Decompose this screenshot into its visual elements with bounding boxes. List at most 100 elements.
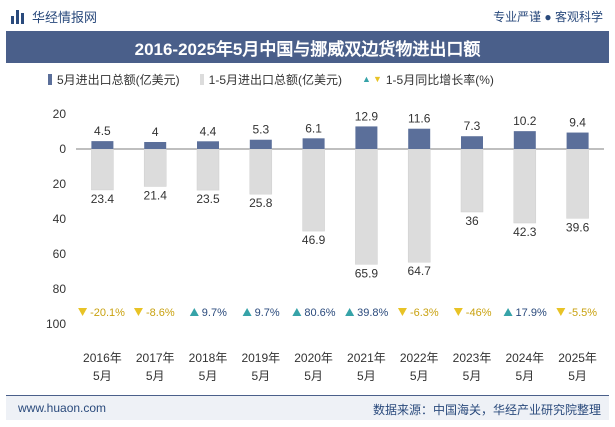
y-tick-label: 0: [59, 142, 66, 156]
growth-down-marker: [397, 308, 407, 316]
growth-up-marker: [242, 308, 252, 316]
cumulative-bar: [196, 148, 220, 191]
top-bar: 华经情报网 专业严谨 ● 客观科学: [0, 0, 615, 30]
growth-value-label: -8.6%: [146, 307, 175, 319]
monthly-bar: [91, 141, 114, 149]
monthly-bar: [566, 132, 589, 149]
monthly-bar: [249, 139, 272, 149]
monthly-value-label: 9.4: [569, 116, 586, 130]
growth-up-marker: [503, 308, 513, 316]
x-tick-label-year: 2019年: [241, 351, 280, 365]
legend-label-monthly: 5月进出口总额(亿美元): [57, 73, 180, 87]
cumulative-value-label: 25.8: [249, 196, 273, 210]
legend-swatch-monthly: [48, 74, 52, 85]
x-tick-label-month: 5月: [304, 369, 323, 383]
cumulative-bar: [302, 148, 325, 232]
growth-down-marker: [133, 308, 143, 316]
monthly-bar: [144, 142, 167, 149]
x-tick-label-month: 5月: [357, 369, 376, 383]
growth-down-marker: [556, 308, 566, 316]
x-tick-label-month: 5月: [515, 369, 534, 383]
cumulative-bar: [355, 148, 378, 265]
x-tick-label-month: 5月: [199, 369, 218, 383]
footer: [6, 396, 609, 420]
monthly-value-label: 10.2: [513, 114, 537, 128]
growth-up-marker: [292, 308, 302, 316]
brand[interactable]: 华经情报网: [11, 7, 97, 26]
cumulative-bar: [249, 148, 273, 195]
x-tick-label-year: 2017年: [136, 351, 175, 365]
cumulative-value-label: 23.4: [91, 192, 115, 206]
x-tick-label-year: 2020年: [294, 351, 333, 365]
growth-value-label: 9.7%: [255, 307, 280, 319]
monthly-value-label: 12.9: [355, 109, 379, 123]
monthly-bar: [513, 131, 536, 149]
legend-swatch-cumulative: [199, 74, 204, 85]
growth-value-label: 80.6%: [304, 307, 335, 319]
chart-title-bar: 2016-2025年5月中国与挪威双边货物进出口额: [6, 31, 609, 63]
growth-value-label: -6.3%: [410, 307, 439, 319]
x-tick-label-month: 5月: [93, 369, 112, 383]
x-tick-label-year: 2018年: [189, 351, 228, 365]
cumulative-value-label: 21.4: [144, 188, 168, 202]
monthly-value-label: 5.3: [252, 123, 269, 137]
x-tick-label-year: 2023年: [453, 351, 492, 365]
monthly-bar: [461, 136, 483, 149]
y-tick-label: 20: [53, 177, 67, 191]
x-tick-label-month: 5月: [410, 369, 429, 383]
cumulative-bar: [513, 148, 537, 224]
growth-down-marker: [453, 308, 463, 316]
x-tick-label-month: 5月: [568, 369, 587, 383]
chart-legend: 5月进出口总额(亿美元) 1-5月进出口总额(亿美元) ▲ ▼ 1-5月同比增长…: [48, 71, 514, 88]
monthly-value-label: 4.5: [94, 124, 111, 138]
legend-label-growth: 1-5月同比增长率(%): [385, 73, 494, 87]
x-tick-label-year: 2016年: [83, 351, 122, 365]
x-tick-label-year: 2021年: [347, 351, 386, 365]
growth-up-marker: [189, 308, 199, 316]
triangle-up-icon: ▲: [362, 74, 371, 84]
legend-item-monthly: 5月进出口总额(亿美元): [48, 71, 180, 88]
cumulative-value-label: 23.5: [196, 192, 220, 206]
monthly-bar: [197, 141, 219, 149]
x-tick-label-month: 5月: [463, 369, 482, 383]
cumulative-bar: [91, 148, 114, 191]
y-tick-label: 60: [53, 247, 67, 261]
x-tick-label-year: 2025年: [558, 351, 597, 365]
monthly-bar: [408, 128, 431, 149]
monthly-value-label: 4.4: [200, 124, 217, 138]
bar-chart: 20 0 20 40 60 80 100 23.4 4.5 -20.1% 2016年 5月 21.4 4 -…: [46, 107, 604, 383]
x-tick-label-year: 2022年: [400, 351, 439, 365]
x-tick-label-year: 2024年: [505, 351, 544, 365]
cumulative-value-label: 36: [465, 214, 479, 228]
cumulative-value-label: 46.9: [302, 233, 326, 247]
x-tick-label-month: 5月: [146, 369, 165, 383]
bar-chart-logo-icon: [11, 9, 25, 24]
monthly-bar: [302, 138, 325, 149]
y-tick-label: 40: [53, 212, 67, 226]
growth-value-label: 9.7%: [202, 307, 227, 319]
cumulative-bar: [143, 148, 167, 187]
chart-title: 2016-2025年5月中国与挪威双边货物进出口额: [134, 39, 481, 59]
cumulative-value-label: 64.7: [408, 264, 432, 278]
growth-value-label: 17.9%: [516, 307, 547, 319]
cumulative-bar: [407, 148, 431, 263]
x-tick-label-month: 5月: [251, 369, 270, 383]
growth-value-label: -5.5%: [568, 307, 597, 319]
growth-value-label: 39.8%: [357, 307, 388, 319]
cumulative-bar: [566, 148, 589, 219]
data-source: 数据来源：中国海关，华经产业研究院整理: [372, 403, 601, 417]
legend-label-cumulative: 1-5月进出口总额(亿美元): [208, 73, 343, 87]
monthly-value-label: 7.3: [464, 119, 481, 133]
triangle-down-icon: ▼: [372, 74, 382, 84]
growth-up-marker: [345, 308, 355, 316]
footer-divider: [6, 395, 609, 396]
monthly-value-label: 6.1: [305, 121, 322, 135]
growth-down-marker: [78, 308, 88, 316]
slogan: 专业严谨 ● 客观科学: [493, 10, 603, 24]
cumulative-bar: [460, 148, 484, 213]
y-tick-label: 100: [46, 317, 66, 331]
cumulative-value-label: 65.9: [355, 266, 379, 280]
cumulative-value-label: 42.3: [513, 225, 537, 239]
y-tick-label: 20: [53, 107, 67, 121]
site-url[interactable]: www.huaon.com: [18, 401, 107, 415]
